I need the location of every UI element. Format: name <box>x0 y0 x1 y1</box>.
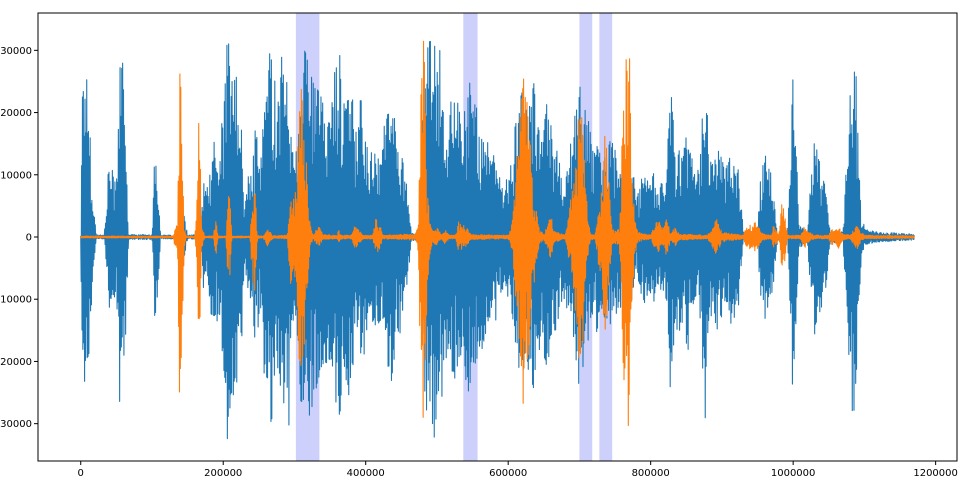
y-tick-label: 0 <box>26 233 32 244</box>
x-tick-label: 1000000 <box>771 468 816 479</box>
y-tick-label: −10000 <box>0 295 32 306</box>
series-group <box>80 40 915 440</box>
y-tick-label: 30000 <box>0 46 32 57</box>
y-tick-label: 10000 <box>0 170 32 181</box>
x-tick-label: 200000 <box>204 468 242 479</box>
x-tick-label: 600000 <box>489 468 527 479</box>
x-tick-label: 400000 <box>347 468 385 479</box>
series-1-line <box>80 40 915 427</box>
y-axis: −30000 −20000 −10000 0 10000 20000 30000 <box>0 46 38 430</box>
x-tick-label: 800000 <box>632 468 670 479</box>
y-tick-label: 20000 <box>0 108 32 119</box>
series-0-line <box>80 40 915 440</box>
x-tick-label: 1200000 <box>913 468 958 479</box>
y-tick-label: −30000 <box>0 419 32 430</box>
x-tick-label: 0 <box>78 468 84 479</box>
x-axis: 0 200000 400000 600000 800000 1000000 1200000 <box>78 461 958 479</box>
y-tick-label: −20000 <box>0 357 32 368</box>
